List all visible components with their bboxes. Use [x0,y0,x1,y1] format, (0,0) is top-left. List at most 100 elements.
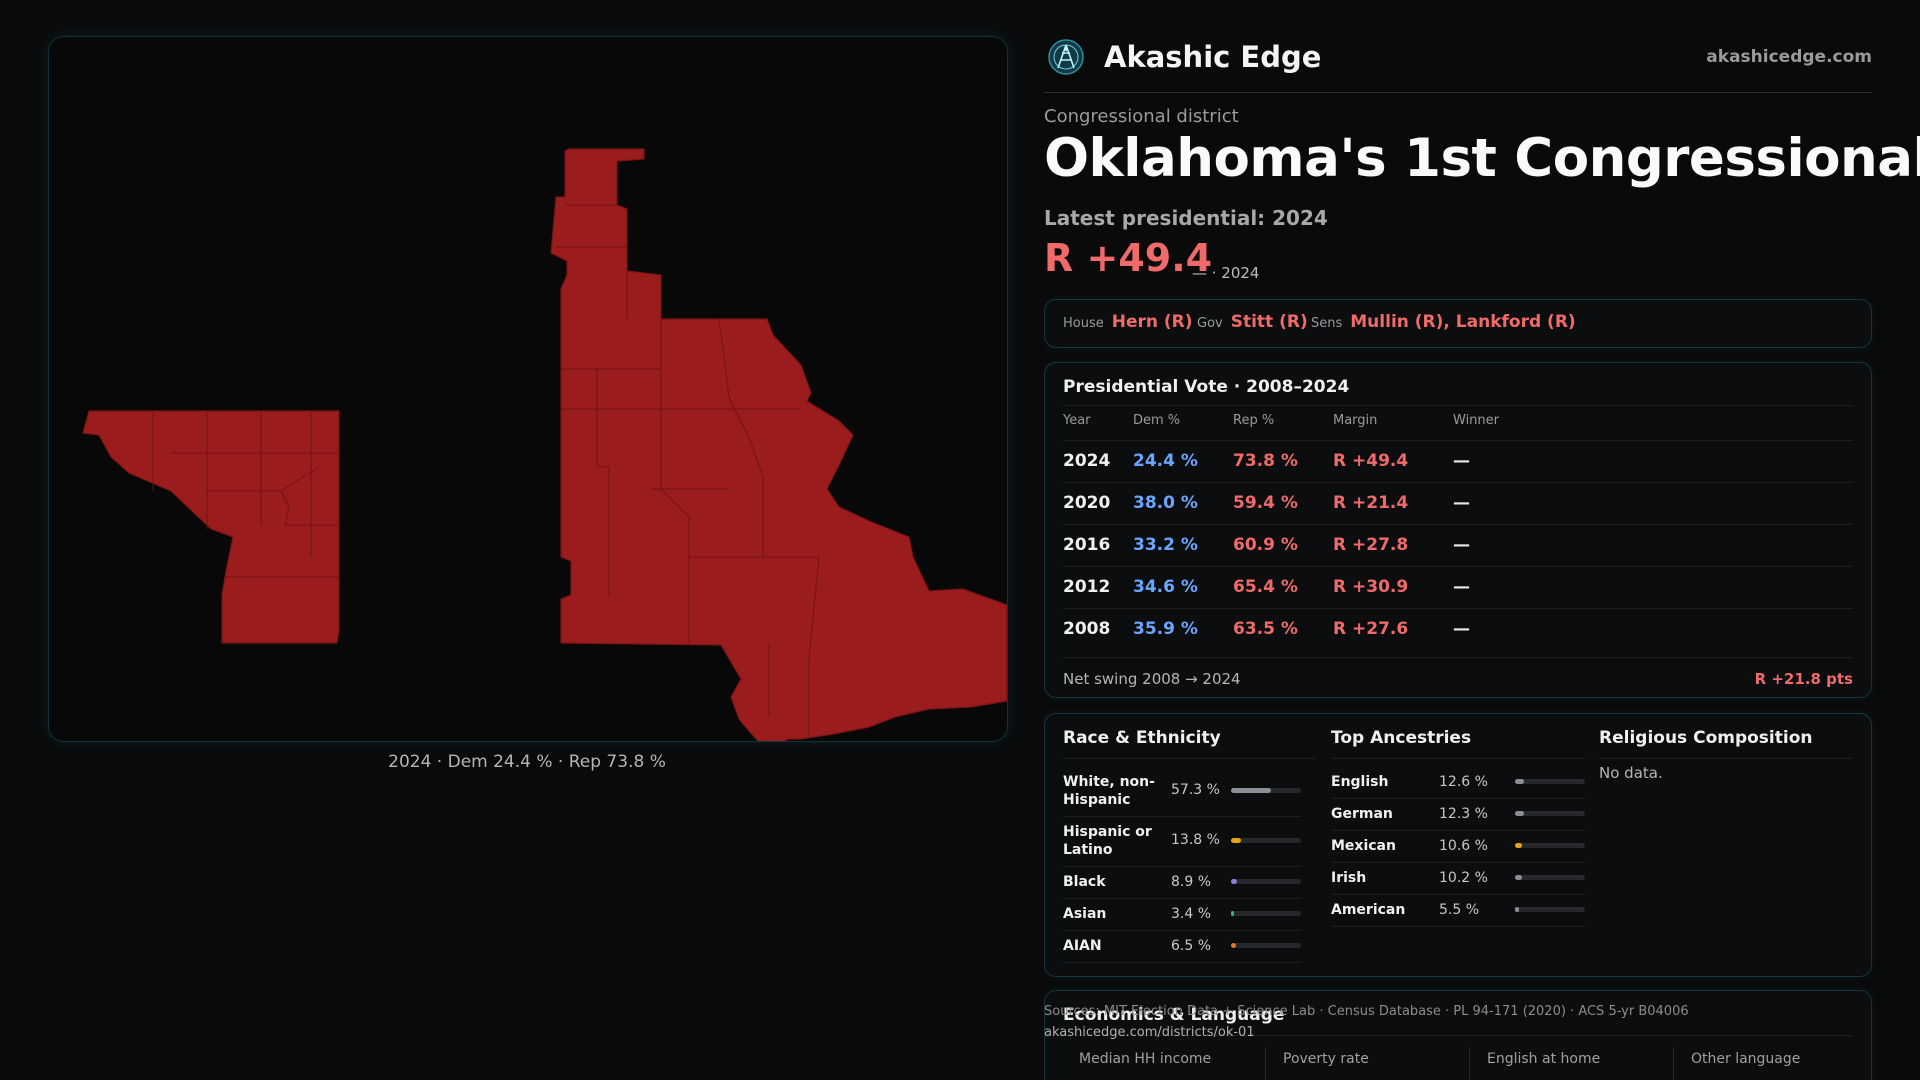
divider [1599,758,1853,759]
cell-rep: 60.9 % [1233,535,1298,555]
econ-poverty-label: Poverty rate [1283,1051,1369,1067]
race-bar-fill [1231,838,1241,843]
source-note: Sources: MIT Election Data + Science Lab… [1044,1004,1689,1019]
cell-margin: R +21.4 [1333,493,1409,513]
cell-year: 2016 [1063,535,1111,555]
race-label: White, non-Hispanic [1063,774,1155,808]
district-kicker: Congressional district [1044,106,1239,127]
official-house: House Hern (R) [1063,312,1193,332]
ancestry-label: American [1331,902,1406,918]
race-row: Black 8.9 % [1063,866,1301,899]
official-sens-value: Mullin (R), Lankford (R) [1350,312,1576,332]
district-map[interactable] [49,37,1007,741]
ancestry-label: English [1331,774,1389,790]
col-header-winner: Winner [1453,413,1500,428]
divider [1469,1047,1470,1080]
col-header-year: Year [1063,413,1091,428]
official-sens-label: Sens [1311,316,1343,331]
ancestry-bar-fill [1515,843,1523,848]
ancestry-title: Top Ancestries [1331,728,1472,748]
ancestry-bar [1515,907,1585,912]
cell-rep: 65.4 % [1233,577,1298,597]
akashic-logo-icon[interactable] [1047,38,1085,76]
district-details: Akashic Edge akashicedge.com Congression… [1044,0,1920,1080]
divider [1063,758,1315,759]
race-label: Black [1063,874,1106,890]
race-row: Asian 3.4 % [1063,898,1301,931]
ancestry-row: German 12.3 % [1331,798,1585,831]
race-bar-fill [1231,788,1272,793]
ancestry-bar [1515,875,1585,880]
net-swing-value: R +21.8 pts [1754,670,1853,688]
table-row: 2012 34.6 % 65.4 % R +30.9 — [1063,566,1853,609]
cell-dem: 38.0 % [1133,493,1198,513]
ancestry-row: Mexican 10.6 % [1331,830,1585,863]
brand-name: Akashic Edge [1104,40,1322,74]
official-house-label: House [1063,316,1104,331]
cell-winner: — [1453,535,1470,555]
official-gov-value: Stitt (R) [1230,312,1308,332]
net-swing-row: Net swing 2008 → 2024 R +21.8 pts [1063,657,1853,696]
cell-year: 2024 [1063,451,1111,471]
race-row: Hispanic or Latino 13.8 % [1063,816,1301,867]
cell-winner: — [1453,451,1470,471]
col-header-rep: Rep % [1233,413,1275,428]
official-house-value: Hern (R) [1111,312,1193,332]
ancestry-row: Irish 10.2 % [1331,862,1585,895]
ancestry-pct: 12.3 % [1439,806,1488,822]
ancestry-row: American 5.5 % [1331,894,1585,927]
race-label: Asian [1063,906,1107,922]
race-bar [1231,911,1301,916]
ancestry-bar [1515,779,1585,784]
race-row: AIAN 6.5 % [1063,930,1301,963]
table-row: 2016 33.2 % 60.9 % R +27.8 — [1063,524,1853,567]
brand-url-link[interactable]: akashicedge.com [1706,47,1872,67]
ancestry-bar-fill [1515,875,1523,880]
divider [1063,405,1853,406]
ancestry-label: Mexican [1331,838,1396,854]
brand-header: Akashic Edge akashicedge.com [1044,36,1872,93]
district-shape [82,148,1007,741]
cell-winner: — [1453,493,1470,513]
religion-title: Religious Composition [1599,728,1813,748]
cell-dem: 34.6 % [1133,577,1198,597]
race-label: AIAN [1063,938,1102,954]
officials-card: House Hern (R) Gov Stitt (R) Sens Mullin (R… [1044,299,1872,348]
latest-margin: R +49.4 [1044,236,1213,280]
official-sens: Sens Mullin (R), Lankford (R) [1311,312,1576,332]
cell-dem: 33.2 % [1133,535,1198,555]
race-pct: 57.3 % [1171,782,1220,798]
latest-margin-sub: — · 2024 [1192,264,1260,282]
divider [1063,1035,1853,1036]
econ-other-language-label: Other language [1691,1051,1801,1067]
source-url-link[interactable]: akashicedge.com/districts/ok-01 [1044,1025,1255,1040]
cell-dem: 24.4 % [1133,451,1198,471]
race-bar [1231,879,1301,884]
latest-presidential-label: Latest presidential: 2024 [1044,206,1328,230]
race-pct: 3.4 % [1171,906,1212,922]
ancestry-pct: 12.6 % [1439,774,1488,790]
cell-year: 2020 [1063,493,1111,513]
district-map-panel[interactable] [48,36,1008,742]
race-label: Hispanic or Latino [1063,824,1152,858]
ancestry-label: German [1331,806,1393,822]
race-pct: 13.8 % [1171,832,1220,848]
ancestry-bar-fill [1515,907,1519,912]
econ-english-label: English at home [1487,1051,1601,1067]
page-title: Oklahoma's 1st Congressional District [1044,128,1920,189]
map-caption: 2024 · Dem 24.4 % · Rep 73.8 % [388,752,666,772]
cell-winner: — [1453,619,1470,639]
official-gov-label: Gov [1197,316,1223,331]
presidential-vote-card: Presidential Vote · 2008–2024 Year Dem %… [1044,362,1872,698]
table-row: 2024 24.4 % 73.8 % R +49.4 — [1063,440,1853,483]
cell-rep: 59.4 % [1233,493,1298,513]
cell-margin: R +27.8 [1333,535,1409,555]
divider [1331,758,1585,759]
presidential-title: Presidential Vote · 2008–2024 [1063,377,1350,397]
ancestry-bar-fill [1515,779,1524,784]
religion-empty: No data. [1599,764,1663,782]
col-header-dem: Dem % [1133,413,1181,428]
cell-year: 2008 [1063,619,1111,639]
cell-margin: R +49.4 [1333,451,1409,471]
ancestry-pct: 10.2 % [1439,870,1488,886]
